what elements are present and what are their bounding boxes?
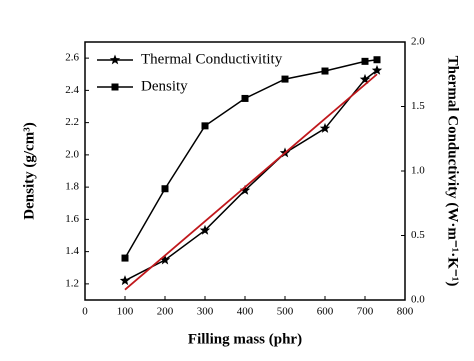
- legend-marker: [111, 83, 119, 91]
- y-tick-label: 2.0: [65, 148, 79, 160]
- data-point: [359, 73, 371, 84]
- y-tick-label: 1.8: [65, 181, 79, 193]
- x-tick-label: 100: [117, 306, 134, 318]
- x-tick-label: 400: [237, 306, 254, 318]
- plot-frame: [84, 41, 406, 301]
- legend-label: Thermal Conductivitity: [141, 51, 283, 67]
- y2-tick-label: 0.0: [411, 294, 425, 306]
- data-point: [373, 56, 381, 64]
- data-point: [119, 275, 131, 286]
- data-point: [201, 122, 209, 130]
- data-point: [321, 67, 329, 75]
- x-axis-label: Filling mass (phr): [188, 331, 302, 347]
- data-point: [159, 254, 171, 265]
- y-tick-label: 2.6: [65, 52, 79, 64]
- x-tick-label: 0: [82, 306, 88, 318]
- legend-marker: [109, 54, 121, 65]
- fit-line: [124, 73, 378, 291]
- data-point: [241, 94, 249, 102]
- data-point: [239, 184, 251, 195]
- y-tick-label: 1.6: [65, 213, 79, 225]
- data-point: [371, 64, 383, 75]
- y2-tick-label: 1.0: [411, 165, 425, 177]
- y-tick-label: 2.4: [65, 84, 79, 96]
- legend-label: Density: [141, 78, 188, 94]
- data-point: [121, 254, 129, 262]
- data-point: [199, 224, 211, 235]
- x-tick-label: 700: [357, 306, 374, 318]
- x-tick-label: 200: [157, 306, 174, 318]
- series-line: [124, 58, 378, 259]
- data-point: [281, 75, 289, 83]
- series-line: [124, 69, 378, 282]
- x-tick-label: 800: [397, 306, 414, 318]
- y-tick-label: 1.2: [65, 277, 79, 289]
- data-point: [319, 122, 331, 133]
- x-tick-label: 300: [197, 306, 214, 318]
- y-axis-label: Density (g/cm³): [21, 122, 37, 219]
- y-tick-label: 1.4: [65, 245, 79, 257]
- y2-tick-label: 0.5: [411, 229, 425, 241]
- x-tick-label: 600: [317, 306, 334, 318]
- y2-axis-label: Thermal Conductivity (W·m⁻¹·K⁻¹): [445, 56, 461, 287]
- data-point: [361, 57, 369, 65]
- y2-tick-label: 2.0: [411, 36, 425, 48]
- data-point: [161, 185, 169, 193]
- y-tick-label: 2.2: [65, 116, 79, 128]
- x-tick-label: 500: [277, 306, 294, 318]
- y2-tick-label: 1.5: [411, 100, 425, 112]
